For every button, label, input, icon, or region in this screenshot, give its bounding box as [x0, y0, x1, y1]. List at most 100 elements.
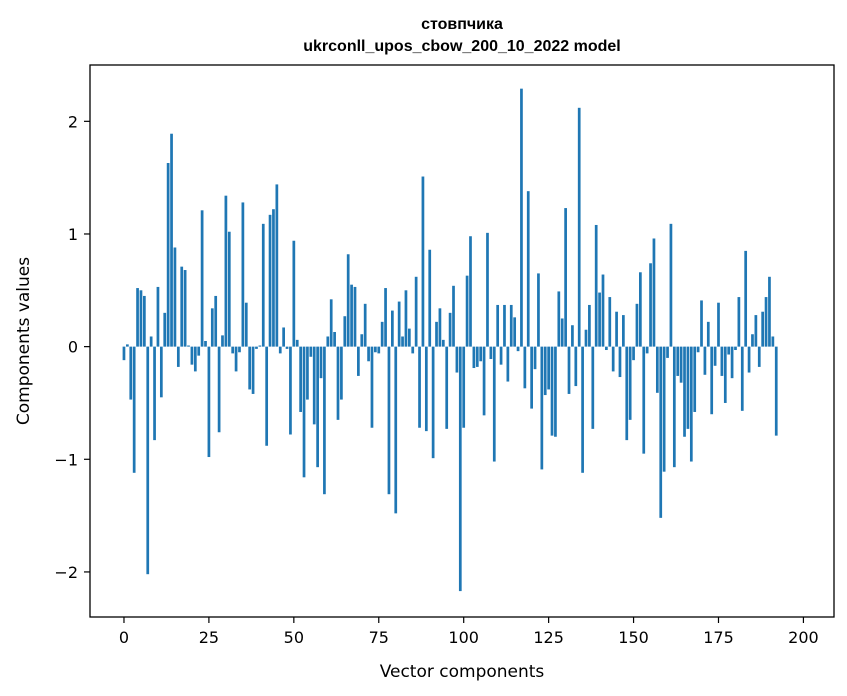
y-tick-label: −1 [54, 450, 78, 469]
bar-141 [601, 274, 605, 347]
bar-17 [180, 266, 184, 347]
bar-78 [387, 346, 391, 495]
bar-3 [132, 346, 136, 473]
bar-10 [156, 286, 160, 347]
bar-132 [571, 325, 574, 347]
bar-72 [367, 346, 370, 362]
bar-44 [272, 209, 275, 347]
bar-185 [751, 334, 754, 347]
bar-176 [720, 346, 724, 376]
x-ticks: 0 25 50 75 100 125 150 175 200 [119, 617, 819, 647]
bar-104 [475, 346, 479, 367]
bar-175 [717, 302, 720, 347]
bar-159 [662, 346, 666, 472]
bar-140 [598, 292, 601, 347]
bar-8 [149, 336, 153, 347]
y-tick-label: −2 [54, 563, 78, 582]
y-ticks: −2 −1 0 1 2 [54, 112, 90, 582]
bar-38 [251, 346, 255, 394]
bar-182 [740, 346, 744, 411]
bar-150 [632, 346, 635, 361]
bar-21 [193, 346, 197, 372]
bar-155 [649, 263, 652, 347]
bar-98 [455, 346, 459, 373]
bar-23 [200, 210, 204, 347]
x-tick-label: 25 [199, 628, 219, 647]
bar-24 [204, 341, 207, 347]
bar-74 [374, 346, 377, 353]
bar-172 [706, 321, 710, 347]
bar-117 [520, 88, 523, 347]
bar-156 [652, 238, 656, 347]
bar-152 [639, 272, 642, 347]
bar-0 [122, 346, 126, 361]
bar-57 [316, 346, 319, 468]
bar-1 [126, 344, 129, 347]
bar-18 [183, 270, 187, 347]
bar-11 [159, 346, 163, 398]
bar-81 [397, 301, 401, 347]
bar-40 [258, 345, 262, 347]
chart-title-line2: ukrconll_upos_cbow_200_10_2022 model [303, 38, 620, 55]
bar-34 [238, 346, 241, 353]
bar-29 [221, 335, 224, 347]
bar-4 [136, 288, 139, 347]
bar-187 [757, 346, 761, 367]
bar-48 [285, 346, 289, 349]
bar-73 [370, 346, 374, 428]
bar-91 [431, 346, 435, 459]
bar-31 [227, 231, 231, 347]
bar-177 [723, 346, 727, 403]
bar-32 [231, 346, 235, 354]
x-tick-label: 50 [284, 628, 304, 647]
bar-43 [268, 214, 272, 347]
bar-35 [241, 202, 245, 347]
bar-101 [465, 275, 469, 347]
bar-167 [689, 346, 693, 462]
bar-45 [275, 184, 279, 347]
bar-191 [771, 336, 775, 347]
bar-163 [676, 346, 680, 376]
bar-7 [146, 346, 150, 575]
bar-173 [710, 346, 714, 415]
bar-41 [261, 223, 265, 347]
bar-147 [622, 315, 625, 347]
bar-27 [214, 295, 218, 347]
bar-12 [163, 312, 167, 347]
bar-46 [278, 346, 282, 354]
bar-119 [526, 191, 530, 347]
bar-52 [299, 346, 302, 412]
bar-53 [302, 346, 306, 478]
x-tick-label: 100 [448, 628, 479, 647]
bar-125 [547, 346, 550, 390]
bar-142 [605, 346, 608, 351]
bar-189 [764, 297, 768, 347]
bar-99 [458, 346, 462, 592]
bar-168 [693, 346, 697, 412]
bar-115 [513, 317, 517, 347]
bar-49 [289, 346, 292, 435]
y-tick-label: 1 [68, 225, 78, 244]
bar-80 [394, 346, 398, 514]
bar-39 [255, 346, 258, 349]
bar-47 [282, 327, 285, 347]
bar-82 [401, 336, 404, 347]
bar-169 [696, 346, 700, 353]
bar-186 [754, 315, 758, 347]
bar-131 [567, 346, 571, 394]
bar-14 [170, 133, 173, 347]
bar-148 [625, 346, 629, 441]
bar-171 [703, 346, 707, 375]
bar-62 [333, 331, 336, 347]
bar-162 [672, 346, 676, 468]
bar-184 [747, 346, 751, 373]
bar-164 [679, 346, 683, 383]
bar-69 [357, 346, 360, 376]
bar-143 [608, 297, 612, 347]
x-tick-label: 75 [369, 628, 389, 647]
bar-114 [509, 304, 513, 347]
bar-174 [713, 346, 717, 366]
bar-123 [540, 346, 544, 470]
bar-121 [533, 346, 537, 370]
